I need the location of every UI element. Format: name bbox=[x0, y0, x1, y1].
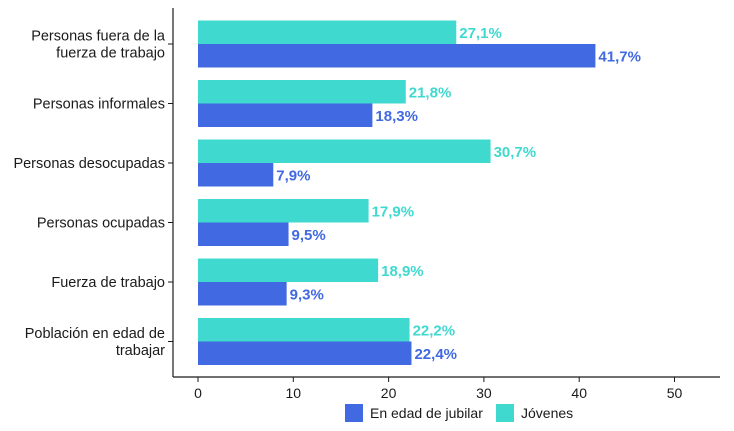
category-label: Población en edad de bbox=[25, 326, 165, 342]
bar-jubilar bbox=[198, 282, 287, 306]
category-label: Personas fuera de la bbox=[31, 29, 166, 45]
x-tick-label: 0 bbox=[194, 385, 202, 401]
bar-jubilar bbox=[198, 103, 373, 127]
legend-label: En edad de jubilar bbox=[370, 405, 483, 421]
x-tick-label: 50 bbox=[667, 385, 683, 401]
category-label: fuerza de trabajo bbox=[56, 46, 165, 62]
data-label: 27,1% bbox=[459, 25, 502, 42]
data-label: 41,7% bbox=[598, 48, 641, 65]
bar-jovenes bbox=[198, 258, 379, 282]
data-label: 18,9% bbox=[381, 263, 424, 280]
x-tick-label: 40 bbox=[571, 385, 587, 401]
data-label: 30,7% bbox=[494, 144, 537, 161]
bar-jovenes bbox=[198, 318, 410, 342]
data-label: 22,4% bbox=[414, 346, 457, 363]
bar-jovenes bbox=[198, 199, 369, 223]
category-label: Personas desocupadas bbox=[13, 156, 165, 172]
data-label: 9,3% bbox=[290, 286, 324, 303]
bar-jovenes bbox=[198, 80, 406, 104]
x-tick-label: 20 bbox=[381, 385, 397, 401]
x-tick-label: 30 bbox=[476, 385, 492, 401]
data-label: 18,3% bbox=[375, 108, 418, 125]
x-tick-label: 10 bbox=[286, 385, 302, 401]
legend-label: Jóvenes bbox=[521, 405, 573, 421]
legend-swatch bbox=[496, 404, 514, 422]
category-label: Personas ocupadas bbox=[37, 216, 165, 232]
data-label: 22,2% bbox=[413, 322, 456, 339]
data-label: 21,8% bbox=[409, 84, 452, 101]
bar-jubilar bbox=[198, 222, 289, 246]
category-label: Fuerza de trabajo bbox=[51, 275, 165, 291]
data-label: 7,9% bbox=[276, 167, 310, 184]
bar-jubilar bbox=[198, 341, 412, 365]
legend-swatch bbox=[345, 404, 363, 422]
bar-jubilar bbox=[198, 44, 596, 68]
bar-jovenes bbox=[198, 20, 457, 44]
category-label: trabajar bbox=[116, 343, 165, 359]
data-label: 9,5% bbox=[292, 227, 326, 244]
data-label: 17,9% bbox=[372, 203, 415, 220]
bar-jubilar bbox=[198, 163, 274, 187]
category-label: Personas informales bbox=[33, 97, 165, 113]
bar-jovenes bbox=[198, 139, 491, 163]
